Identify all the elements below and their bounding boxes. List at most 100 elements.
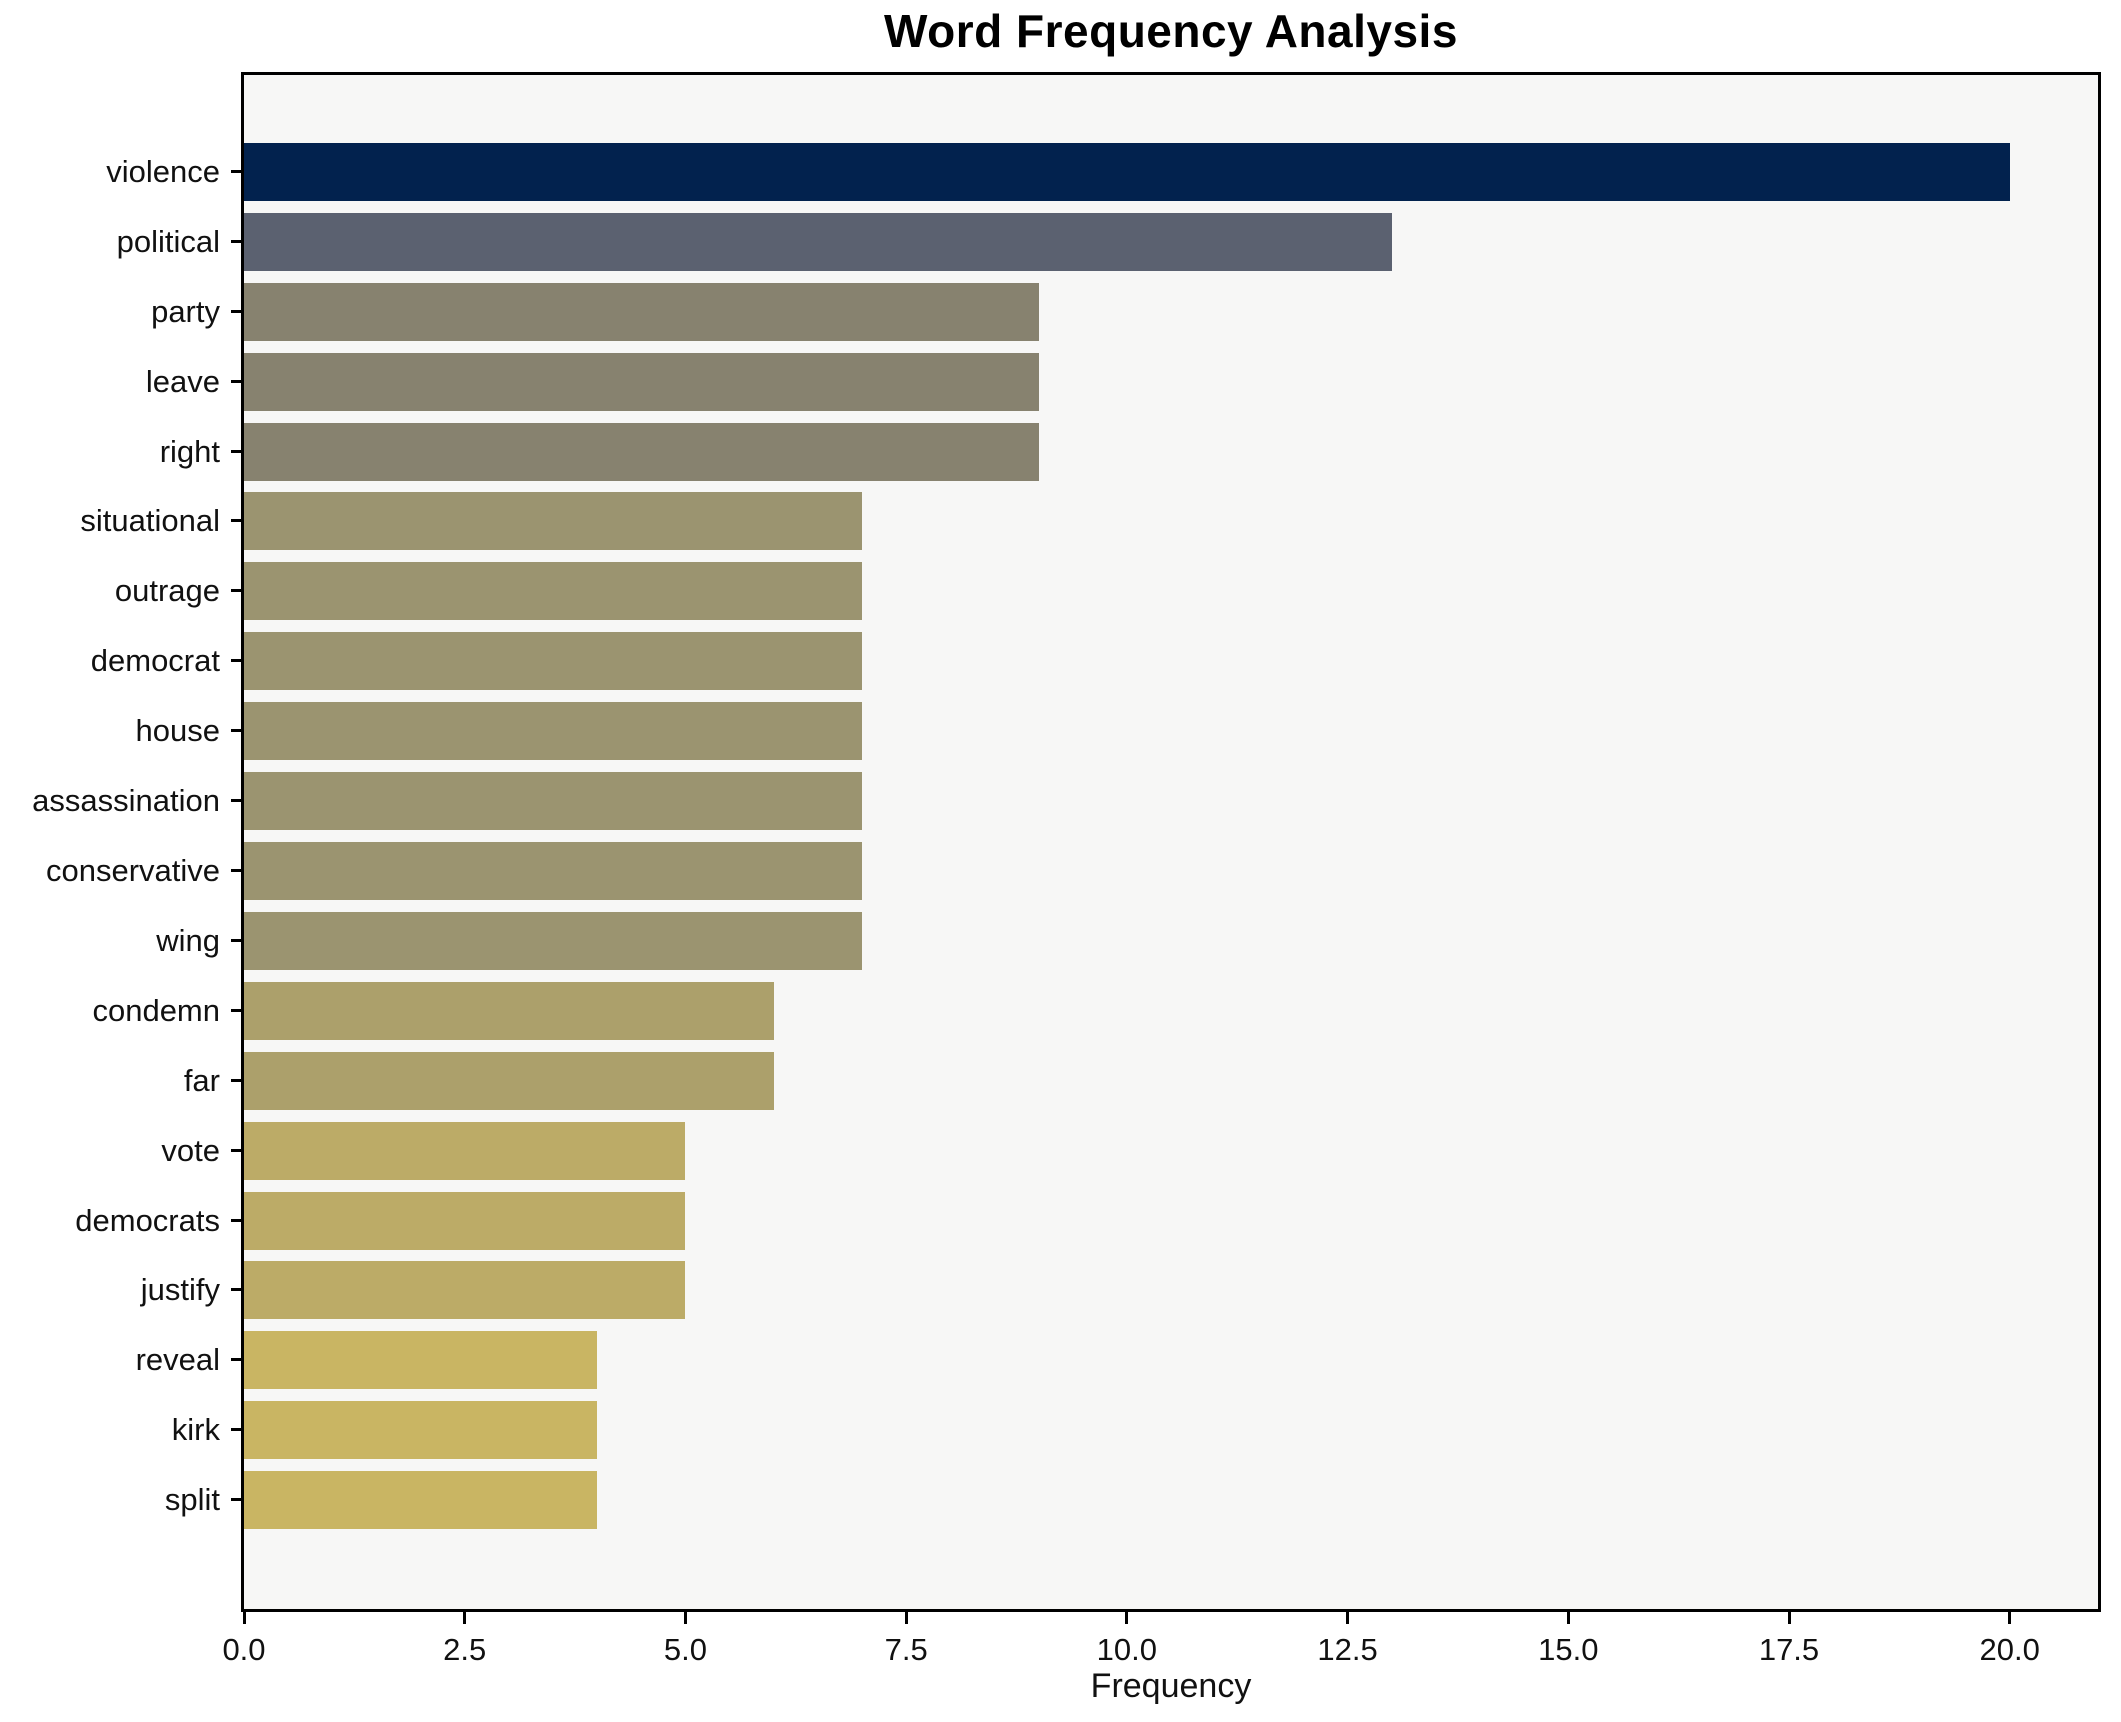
y-tick-conservative [231, 869, 241, 873]
bar-row-vote: vote [161, 1116, 2098, 1186]
y-tick-house [231, 729, 241, 733]
bar-wing [244, 911, 862, 970]
x-tick-5.0 [683, 1612, 687, 1624]
y-tick-justify [231, 1288, 241, 1292]
x-tick-12.5 [1346, 1612, 1350, 1624]
y-tick-violence [231, 169, 241, 173]
bar-row-assassination: assassination [32, 766, 2098, 836]
bar-row-situational: situational [80, 487, 2098, 557]
y-tick-democrat [231, 659, 241, 663]
y-tick-condemn [231, 1008, 241, 1012]
y-label-outrage: outrage [114, 573, 220, 609]
y-label-house: house [135, 713, 220, 749]
y-tick-kirk [231, 1428, 241, 1432]
bar-split [244, 1471, 598, 1530]
x-tick-label-7.5: 7.5 [884, 1632, 928, 1667]
y-label-assassination: assassination [32, 783, 220, 819]
y-label-condemn: condemn [92, 992, 220, 1028]
y-tick-party [231, 309, 241, 313]
bar-row-split: split [165, 1465, 2098, 1535]
bar-row-political: political [117, 207, 2098, 277]
y-tick-reveal [231, 1358, 241, 1362]
y-label-democrat: democrat [90, 643, 220, 679]
y-tick-situational [231, 519, 241, 523]
x-tick-label-2.5: 2.5 [443, 1632, 487, 1667]
bar-row-party: party [151, 277, 2098, 347]
y-tick-right [231, 449, 241, 453]
bar-kirk [244, 1401, 598, 1460]
bar-row-violence: violence [106, 137, 2098, 207]
bar-leave [244, 352, 1039, 411]
bars-area: violence political party leave right situatio… [32, 75, 2098, 1609]
y-label-party: party [151, 293, 220, 329]
y-tick-split [231, 1498, 241, 1502]
x-tick-label-15.0: 15.0 [1538, 1632, 1599, 1667]
y-tick-outrage [231, 589, 241, 593]
bar-row-kirk: kirk [172, 1395, 2098, 1465]
y-tick-leave [231, 379, 241, 383]
bar-house [244, 702, 862, 761]
bar-right [244, 422, 1039, 481]
y-tick-far [231, 1078, 241, 1082]
y-tick-vote [231, 1148, 241, 1152]
chart-title: Word Frequency Analysis [884, 5, 1458, 57]
x-tick-label-12.5: 12.5 [1317, 1632, 1378, 1667]
bar-assassination [244, 772, 862, 831]
bar-violence [244, 142, 2010, 201]
y-label-wing: wing [156, 922, 220, 958]
x-tick-label-0.0: 0.0 [222, 1632, 266, 1667]
bar-justify [244, 1261, 686, 1320]
plot-area: violence political party leave right situatio… [32, 72, 2101, 1705]
y-label-leave: leave [145, 363, 220, 399]
x-tick-label-20.0: 20.0 [1979, 1632, 2040, 1667]
bar-condemn [244, 981, 774, 1040]
y-label-violence: violence [106, 153, 220, 189]
bar-row-conservative: conservative [46, 836, 2098, 906]
y-label-conservative: conservative [45, 853, 220, 889]
y-label-split: split [164, 1482, 220, 1518]
y-label-political: political [116, 223, 220, 259]
bar-row-democrat: democrat [91, 626, 2098, 696]
x-tick-label-5.0: 5.0 [663, 1632, 707, 1667]
y-label-situational: situational [80, 503, 220, 539]
y-label-far: far [183, 1062, 220, 1098]
y-tick-democrats [231, 1218, 241, 1222]
x-tick-7.5 [904, 1612, 908, 1624]
y-tick-political [231, 239, 241, 243]
bar-row-justify: justify [141, 1256, 2098, 1326]
bar-row-outrage: outrage [115, 556, 2098, 626]
bar-party [244, 282, 1039, 341]
bar-row-house: house [136, 696, 2098, 766]
bar-row-leave: leave [146, 347, 2098, 417]
bar-situational [244, 492, 862, 551]
y-tick-wing [231, 938, 241, 942]
x-tick-15.0 [1566, 1612, 1570, 1624]
bar-reveal [244, 1331, 598, 1390]
bar-row-right: right [160, 417, 2098, 487]
y-label-kirk: kirk [171, 1412, 220, 1448]
bar-democrats [244, 1191, 686, 1250]
y-tick-assassination [231, 799, 241, 803]
x-tick-10.0 [1125, 1612, 1129, 1624]
x-tick-0.0 [242, 1612, 246, 1624]
bar-row-condemn: condemn [92, 976, 2098, 1046]
bar-conservative [244, 842, 862, 901]
bar-democrat [244, 632, 862, 691]
bar-row-far: far [184, 1046, 2098, 1116]
x-tick-label-17.5: 17.5 [1758, 1632, 1820, 1667]
y-label-democrats: democrats [75, 1202, 220, 1238]
x-tick-label-10.0: 10.0 [1096, 1632, 1158, 1667]
bar-political [244, 212, 1392, 271]
bar-vote [244, 1121, 686, 1180]
bar-row-wing: wing [156, 906, 2098, 976]
bar-outrage [244, 562, 862, 621]
y-label-vote: vote [161, 1132, 220, 1168]
y-label-reveal: reveal [135, 1342, 220, 1378]
bar-far [244, 1051, 774, 1110]
y-label-right: right [159, 433, 220, 469]
x-tick-17.5 [1787, 1612, 1791, 1624]
x-axis-label: Frequency [1090, 1667, 1252, 1705]
x-tick-2.5 [463, 1612, 467, 1624]
bar-row-reveal: reveal [136, 1325, 2098, 1395]
